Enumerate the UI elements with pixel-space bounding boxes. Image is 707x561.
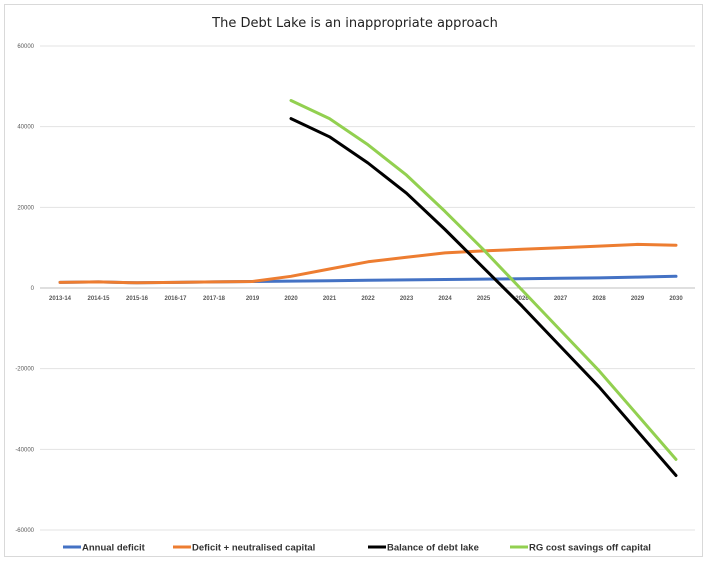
chart-title: The Debt Lake is an inappropriate approa… (211, 16, 498, 31)
x-tick-label: 2014-15 (87, 296, 110, 302)
series-line-deficit-neutralised-capital (58, 242, 678, 285)
legend-label-balance-of-debt-lake: Balance of debt lake (387, 543, 479, 554)
legend-label-rg-cost-savings-off-capital: RG cost savings off capital (529, 543, 651, 554)
y-tick-label: -40000 (15, 447, 34, 453)
series-line-rg-cost-savings-off-capital (289, 99, 678, 461)
x-axis: 2013-14 2014-15 2015-16 2016-17 2017-18 2019 2… (49, 296, 683, 302)
x-tick-label: 2024 (438, 296, 452, 302)
y-tick-label: -20000 (15, 367, 34, 373)
y-tick-label: 0 (31, 286, 35, 292)
x-tick-label: 2025 (477, 296, 491, 302)
chart-frame (4, 4, 703, 557)
y-tick-label: 20000 (17, 205, 34, 211)
x-tick-label: 2015-16 (126, 296, 149, 302)
x-tick-label: 2029 (631, 296, 645, 302)
x-tick-label: 2021 (323, 296, 337, 302)
x-tick-label: 2016-17 (164, 296, 187, 302)
x-tick-label: 2020 (284, 296, 298, 302)
y-tick-label: 60000 (17, 44, 34, 50)
legend: Annual deficit Deficit + neutralised capi… (63, 543, 651, 554)
x-tick-label: 2017-18 (203, 296, 226, 302)
series-line-balance-of-debt-lake (289, 117, 678, 477)
x-tick-label: 2013-14 (49, 296, 72, 302)
x-tick-label: 2022 (361, 296, 375, 302)
grid-lines (40, 45, 695, 531)
x-tick-label: 2026 (515, 296, 529, 302)
series-lines (58, 99, 678, 477)
x-tick-label: 2027 (554, 296, 568, 302)
y-axis: 60000 40000 20000 0 -20000 -40000 -60000 (15, 44, 34, 534)
legend-label-annual-deficit: Annual deficit (82, 543, 146, 554)
x-tick-label: 2028 (592, 296, 606, 302)
x-tick-label: 2030 (669, 296, 683, 302)
x-tick-label: 2019 (246, 296, 260, 302)
y-tick-label: 40000 (17, 125, 34, 131)
y-tick-label: -60000 (15, 528, 34, 534)
x-tick-label: 2023 (400, 296, 414, 302)
legend-label-deficit-neutralised-capital: Deficit + neutralised capital (192, 543, 315, 554)
